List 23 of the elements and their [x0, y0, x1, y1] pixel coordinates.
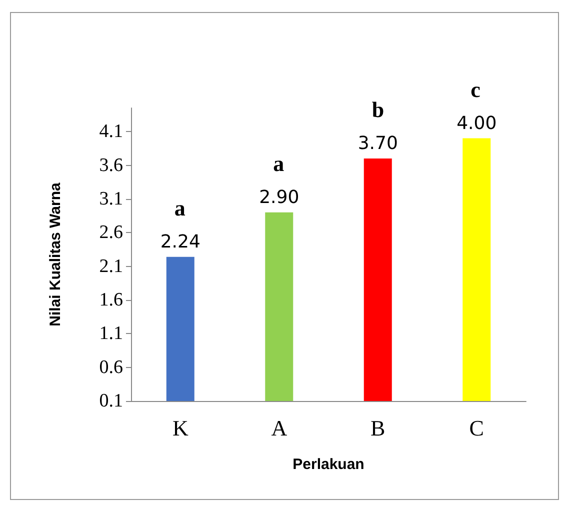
y-tick-label: 2.1	[99, 256, 123, 277]
y-tick-label: 0.1	[99, 390, 123, 412]
y-tick-label: 3.6	[99, 154, 123, 176]
x-tick-label: C	[469, 416, 484, 440]
y-tick-label: 1.1	[99, 323, 123, 344]
data-label: 2.90	[259, 186, 300, 208]
annotation: b	[372, 97, 384, 122]
y-tick-label: 1.6	[99, 289, 123, 310]
x-tick-label: B	[370, 416, 386, 440]
y-tick-label: 2.6	[99, 222, 123, 244]
annotation: a	[273, 150, 284, 176]
data-label: 2.24	[160, 231, 200, 252]
x-tick-label: A	[271, 416, 288, 440]
x-tick-label: K	[172, 416, 188, 440]
y-tick-label: 0.6	[99, 356, 123, 378]
data-label: 4.00	[456, 112, 497, 134]
y-tick-label: 3.1	[99, 188, 123, 210]
y-tick-label: 4.1	[99, 121, 123, 142]
x-axis-title: Perlakuan	[292, 456, 364, 473]
text: c	[470, 76, 481, 102]
y-axis-title: Nilai Kualitas Warna	[47, 182, 64, 326]
data-label: 3.70	[358, 133, 398, 154]
annotation: a	[174, 195, 186, 220]
